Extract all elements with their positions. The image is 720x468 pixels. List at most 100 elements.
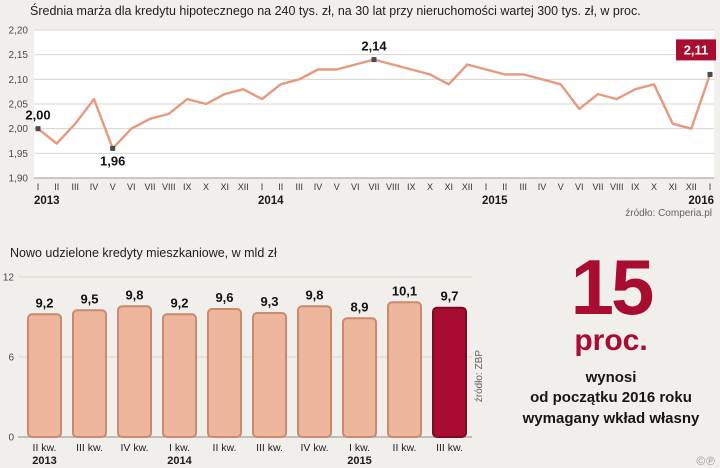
month-tick-label: IV <box>90 182 99 192</box>
annotation-label: 2,00 <box>25 108 50 123</box>
bar-value-label: 10,1 <box>392 283 417 298</box>
bar-year-label: 2015 <box>347 455 371 467</box>
month-tick-label: IX <box>407 182 416 192</box>
bar-value-label: 9,8 <box>305 287 323 302</box>
line-chart-svg: 2,202,152,102,052,001,951,90I II III IV V VI V… <box>9 26 716 207</box>
bar-category-label: IV kw. <box>300 442 328 454</box>
bar <box>207 308 242 438</box>
month-tick-label: XII <box>238 182 249 192</box>
year-label: 2014 <box>258 195 284 207</box>
y-tick-label: 0 <box>8 433 14 444</box>
bar-category-label: IV kw. <box>120 442 148 454</box>
bar-category-label: III kw. <box>436 442 463 454</box>
month-tick-label: I <box>37 182 40 192</box>
bar <box>27 313 62 438</box>
bar <box>252 312 287 438</box>
month-tick-label: XI <box>444 182 453 192</box>
bar <box>117 305 152 438</box>
month-tick-label: VI <box>575 182 584 192</box>
copyright-mark: ©℗ <box>696 454 716 468</box>
month-tick-label: XI <box>668 182 677 192</box>
month-tick-label: X <box>427 182 433 192</box>
month-tick-label: XII <box>462 182 473 192</box>
bar-value-label: 9,2 <box>35 295 53 310</box>
line-chart-title: Średnia marża dla kredytu hipotecznego n… <box>30 4 641 18</box>
bar-year-label: 2013 <box>32 455 56 467</box>
month-tick-label: XII <box>686 182 697 192</box>
month-tick-label: VI <box>127 182 136 192</box>
month-tick-label: II <box>502 182 507 192</box>
y-tick-label: 2,10 <box>9 75 29 86</box>
annotation-highlight-box <box>676 39 716 61</box>
y-tick-label: 2,05 <box>9 100 29 111</box>
bar-year-label: 2014 <box>167 455 192 467</box>
bar <box>297 305 332 438</box>
month-tick-label: VIII <box>162 182 176 192</box>
bar-value-label: 9,3 <box>260 294 278 309</box>
stat-line: wynosi <box>585 369 637 387</box>
stat-line: wymagany wkład własny <box>522 409 700 427</box>
month-tick-label: I <box>261 182 264 192</box>
stat-line: od początku 2016 roku <box>530 389 692 407</box>
bar-category-label: I kw. <box>349 442 370 454</box>
stat-description: wynosi od początku 2016 roku wymagany wk… <box>500 368 720 429</box>
y-tick-label: 2,15 <box>9 50 29 61</box>
point-marker <box>35 126 41 132</box>
point-marker <box>371 57 377 63</box>
annotation-label: 2,14 <box>361 39 387 54</box>
month-tick-label: VII <box>592 182 603 192</box>
bar-category-label: II kw. <box>393 442 417 454</box>
annotation-label: 2,11 <box>684 42 709 57</box>
point-marker <box>110 145 116 151</box>
month-tick-label: X <box>651 182 657 192</box>
bar-category-label: I kw. <box>169 442 190 454</box>
bar-value-label: 9,2 <box>170 295 188 310</box>
bar-value-label: 8,9 <box>350 299 368 314</box>
month-tick-label: I <box>709 182 712 192</box>
month-tick-label: III <box>296 182 304 192</box>
line-chart: 2,20 2,15 2,10 2,05 2,00 1,95 1,90 I II III IV V VI V… <box>0 0 720 212</box>
bar-category-label: II kw. <box>213 442 237 454</box>
bar-chart-title: Nowo udzielone kredyty mieszkaniowe, w m… <box>10 246 277 260</box>
y-tick-label: 2,00 <box>9 124 29 135</box>
month-tick-label: IX <box>183 182 192 192</box>
bar-value-label: 9,6 <box>215 290 233 305</box>
line-chart-source: źródło: Comperia.pl <box>625 208 712 219</box>
month-tick-label: I <box>485 182 488 192</box>
bar <box>342 317 377 438</box>
bar-chart-source: źródło: ZBP <box>474 350 485 403</box>
bar <box>432 306 467 439</box>
month-tick-label: VII <box>368 182 379 192</box>
month-tick-label: V <box>110 182 116 192</box>
month-tick-label: VIII <box>386 182 400 192</box>
bar <box>72 309 107 438</box>
bar-category-label: III kw. <box>256 442 283 454</box>
stat-unit: proc. <box>574 324 648 358</box>
month-tick-label: VI <box>351 182 360 192</box>
bar-value-label: 9,8 <box>125 287 143 302</box>
month-tick-label: II <box>54 182 59 192</box>
stat-block: 15 proc. wynosi od początku 2016 roku wy… <box>500 243 720 429</box>
year-label: 2013 <box>34 195 60 207</box>
stat-value: 15 <box>570 243 655 331</box>
y-tick-label: 1,95 <box>9 149 29 160</box>
annotation-label: 1,96 <box>100 153 125 168</box>
bar-value-label: 9,7 <box>440 289 458 304</box>
year-label: 2015 <box>482 195 508 207</box>
month-tick-label: V <box>334 182 340 192</box>
point-marker <box>707 71 713 77</box>
bar-chart: 12 6 0 9,2 II kw. 2013 9,5 III kw. 9,8 IV kw. 9,2 I… <box>0 262 500 468</box>
bar-value-label: 9,5 <box>80 291 98 306</box>
y-tick-label: 6 <box>8 353 14 364</box>
bar <box>387 301 422 438</box>
month-tick-label: VII <box>144 182 155 192</box>
month-tick-label: III <box>520 182 528 192</box>
month-tick-label: XI <box>220 182 229 192</box>
month-tick-label: III <box>72 182 80 192</box>
month-tick-label: IV <box>314 182 323 192</box>
year-label: 2016 <box>688 195 714 207</box>
month-tick-label: X <box>203 182 209 192</box>
bar-category-label: II kw. <box>33 442 57 454</box>
